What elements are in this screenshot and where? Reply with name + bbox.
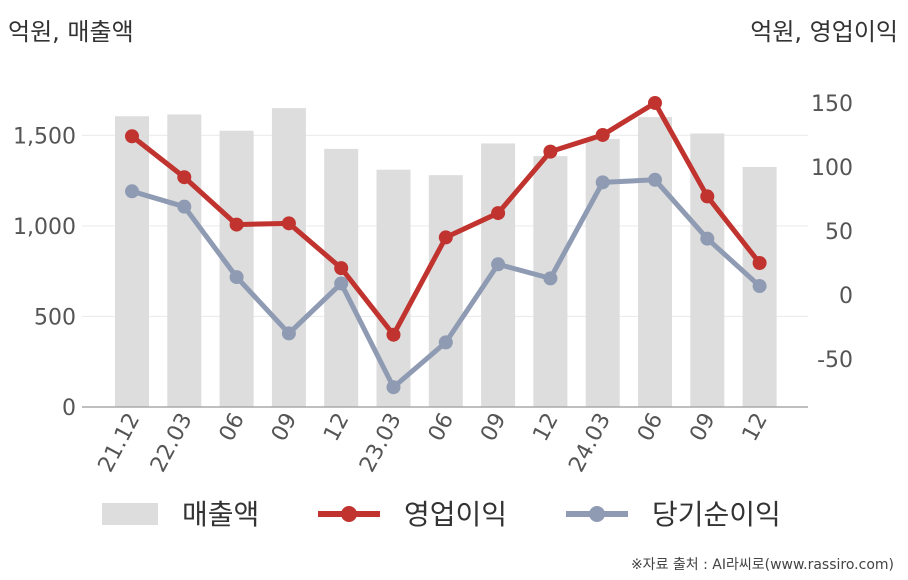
right-tick-label: 0 — [839, 284, 853, 309]
legend-marker-net-income — [589, 506, 605, 522]
net-income-point — [334, 276, 349, 291]
legend-label-operating-profit: 영업이익 — [404, 498, 507, 531]
net-income-point — [125, 184, 139, 199]
left-axis-unit: 억원, 매출액 — [8, 18, 134, 46]
net-income-point — [700, 231, 715, 246]
operating-profit-point — [648, 95, 662, 110]
net-income-point — [438, 335, 453, 350]
right-tick-label: 100 — [811, 156, 853, 181]
revenue-bar — [115, 116, 149, 407]
operating-profit-point — [125, 129, 139, 144]
x-tick-label: 12 — [528, 409, 563, 445]
revenue-bar — [219, 130, 254, 407]
x-tick-label: 21.12 — [94, 409, 146, 476]
revenue-bar — [638, 117, 672, 408]
operating-profit-point — [229, 217, 244, 232]
x-tick-label: 23.03 — [355, 409, 407, 476]
x-tick-label: 09 — [685, 409, 720, 445]
right-tick-label: 50 — [825, 220, 853, 245]
revenue-bar — [428, 175, 463, 407]
operating-profit-point — [281, 216, 296, 231]
net-income-point — [177, 199, 192, 214]
left-tick-label: 0 — [62, 396, 76, 421]
net-income-point — [281, 326, 296, 341]
revenue-bar — [481, 143, 516, 408]
x-tick-label: 22.03 — [146, 409, 198, 476]
left-tick-label: 1,500 — [13, 124, 76, 149]
net-income-point — [595, 175, 610, 190]
operating-profit-point — [595, 127, 610, 142]
legend-label-revenue: 매출액 — [182, 498, 259, 531]
x-tick-label: 12 — [738, 409, 773, 445]
net-income-point — [491, 257, 506, 272]
operating-profit-point — [700, 189, 715, 204]
revenue-bar — [271, 108, 306, 407]
net-income-point — [229, 270, 244, 285]
operating-profit-point — [438, 230, 453, 245]
net-income-point — [543, 271, 558, 286]
operating-profit-point — [334, 261, 349, 276]
right-tick-label: 150 — [811, 92, 853, 117]
x-tick-label: 24.03 — [564, 409, 616, 476]
left-tick-label: 500 — [34, 305, 76, 330]
net-income-point — [752, 279, 767, 294]
right-tick-label: -50 — [817, 348, 853, 373]
x-tick-label: 06 — [215, 409, 250, 445]
x-tick-label: 09 — [476, 409, 511, 445]
legend-swatch-revenue — [102, 503, 158, 525]
x-tick-label: 09 — [267, 409, 302, 445]
right-axis-unit: 억원, 영업이익 — [750, 18, 898, 46]
revenue-bar — [376, 169, 411, 407]
net-income-point — [386, 380, 401, 395]
operating-profit-point — [386, 327, 401, 342]
operating-profit-point — [491, 206, 506, 221]
x-tick-label: 06 — [633, 409, 668, 445]
revenue-bar — [167, 114, 202, 407]
operating-profit-point — [177, 170, 192, 185]
x-tick-label: 06 — [424, 409, 459, 445]
source-note: ※자료 출처 : AI라씨로(www.rassiro.com) — [630, 557, 894, 573]
operating-profit-point — [752, 256, 767, 271]
net-income-point — [648, 172, 662, 187]
legend-label-net-income: 당기순이익 — [652, 498, 781, 531]
x-tick-label: 12 — [319, 409, 354, 445]
left-tick-label: 1,000 — [13, 215, 76, 240]
legend-marker-operating-profit — [341, 506, 357, 522]
operating-profit-point — [543, 144, 558, 159]
